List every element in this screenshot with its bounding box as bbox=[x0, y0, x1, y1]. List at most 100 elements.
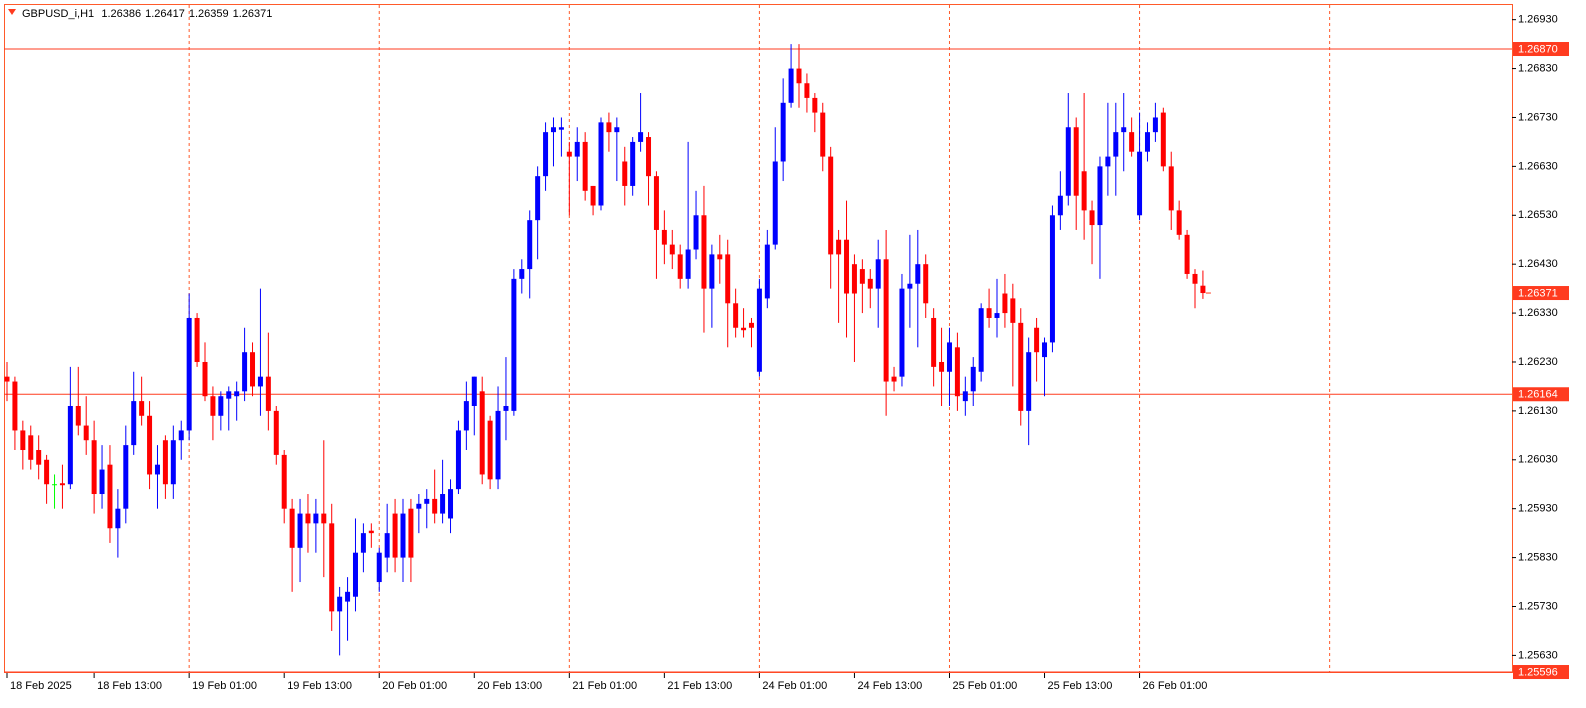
y-tick-label: 1.25930 bbox=[1518, 503, 1558, 515]
candle-body bbox=[1121, 127, 1127, 133]
candle-body bbox=[147, 415, 153, 475]
candle-body bbox=[1160, 112, 1166, 167]
y-tick-label: 1.26930 bbox=[1518, 14, 1558, 26]
candle-body bbox=[812, 97, 818, 113]
candle-body bbox=[226, 391, 232, 399]
candle-body bbox=[939, 361, 945, 372]
candle-body bbox=[590, 185, 596, 206]
candle-body bbox=[519, 269, 525, 279]
candle-body bbox=[242, 352, 248, 392]
y-tick-label: 1.26130 bbox=[1518, 405, 1558, 417]
candle-body bbox=[131, 401, 137, 446]
candle-body bbox=[788, 68, 794, 103]
candle-body bbox=[899, 288, 905, 377]
candle-body bbox=[20, 430, 26, 451]
candle-body bbox=[289, 508, 295, 548]
candle-body bbox=[352, 552, 358, 597]
candle-body bbox=[851, 264, 857, 294]
candle-body bbox=[297, 513, 303, 548]
price-tag bbox=[1513, 42, 1569, 57]
y-tick-label: 1.26030 bbox=[1518, 454, 1558, 466]
candle-body bbox=[4, 376, 10, 382]
candle-body bbox=[748, 322, 754, 328]
candle-body bbox=[1192, 273, 1198, 284]
candle-body bbox=[931, 317, 937, 367]
candle-body bbox=[638, 132, 644, 142]
candle-body bbox=[1057, 195, 1063, 216]
x-tick-label: 24 Feb 01:00 bbox=[762, 680, 827, 692]
candle-body bbox=[503, 405, 509, 411]
candle-body bbox=[162, 440, 168, 485]
y-tick-label: 1.26430 bbox=[1518, 258, 1558, 270]
candle-body bbox=[424, 498, 430, 504]
candle-body bbox=[416, 503, 422, 509]
candle-body bbox=[479, 391, 485, 475]
candle-body bbox=[1105, 156, 1111, 167]
candle-body bbox=[859, 269, 865, 284]
candle-body bbox=[598, 122, 604, 206]
y-tick-label: 1.26730 bbox=[1518, 111, 1558, 123]
candle-body bbox=[717, 254, 723, 260]
candle-body bbox=[780, 102, 786, 162]
candle-body bbox=[677, 254, 683, 279]
candle-body bbox=[1144, 132, 1150, 152]
candle-body bbox=[1113, 132, 1119, 157]
candle-body bbox=[273, 410, 279, 455]
candle-body bbox=[432, 498, 438, 514]
candle-body bbox=[986, 308, 992, 318]
candle-body bbox=[764, 244, 770, 299]
price-tag-label: 1.26164 bbox=[1518, 389, 1558, 401]
candle-body bbox=[107, 464, 113, 529]
candle-body bbox=[622, 161, 628, 186]
candle-body bbox=[1176, 210, 1182, 235]
candle-body bbox=[139, 401, 145, 416]
candle-body bbox=[1081, 171, 1087, 211]
candle-body bbox=[368, 530, 374, 534]
candle-body bbox=[186, 317, 192, 431]
candle-body bbox=[891, 376, 897, 382]
menu-triangle[interactable] bbox=[8, 9, 16, 15]
candle-body bbox=[1010, 298, 1016, 323]
candle-body bbox=[820, 112, 826, 157]
candle-body bbox=[440, 494, 446, 514]
last-close: 1.26371 bbox=[233, 8, 273, 20]
candle-body bbox=[685, 249, 691, 279]
candle-body bbox=[701, 215, 707, 289]
price-tag-label: 1.26870 bbox=[1518, 43, 1558, 55]
candle-body bbox=[582, 141, 588, 191]
candle-body bbox=[1002, 293, 1008, 314]
candle-body bbox=[376, 552, 382, 583]
candle-body bbox=[669, 244, 675, 255]
candle-body bbox=[574, 141, 580, 157]
candle-body bbox=[1097, 166, 1103, 226]
candle-body bbox=[1200, 285, 1206, 294]
candle-body bbox=[1129, 132, 1135, 152]
candle-body bbox=[52, 484, 58, 486]
x-tick-label: 25 Feb 01:00 bbox=[952, 680, 1017, 692]
candle-body bbox=[550, 127, 556, 133]
candle-body bbox=[535, 176, 541, 221]
candle-body bbox=[487, 420, 493, 480]
candle-body bbox=[313, 513, 319, 524]
candle-body bbox=[994, 313, 1000, 318]
candle-body bbox=[646, 137, 652, 177]
last-open: 1.26386 bbox=[101, 8, 141, 20]
candle-body bbox=[384, 533, 390, 558]
candle-body bbox=[28, 435, 34, 460]
candle-body bbox=[12, 381, 18, 431]
x-tick-label: 19 Feb 13:00 bbox=[287, 680, 352, 692]
candle-body bbox=[1152, 117, 1158, 133]
candle-body bbox=[796, 68, 802, 84]
last-high: 1.26417 bbox=[145, 8, 185, 20]
candle-body bbox=[495, 410, 501, 480]
candle-body bbox=[978, 308, 984, 372]
candle-body bbox=[828, 156, 834, 255]
candle-body bbox=[463, 401, 469, 431]
y-tick-label: 1.25730 bbox=[1518, 600, 1558, 612]
candle-body bbox=[218, 396, 224, 416]
x-tick-label: 18 Feb 13:00 bbox=[97, 680, 162, 692]
x-tick-label: 21 Feb 13:00 bbox=[667, 680, 732, 692]
candle-body bbox=[875, 259, 881, 289]
candle-body bbox=[202, 361, 208, 397]
candle-body bbox=[836, 239, 842, 255]
